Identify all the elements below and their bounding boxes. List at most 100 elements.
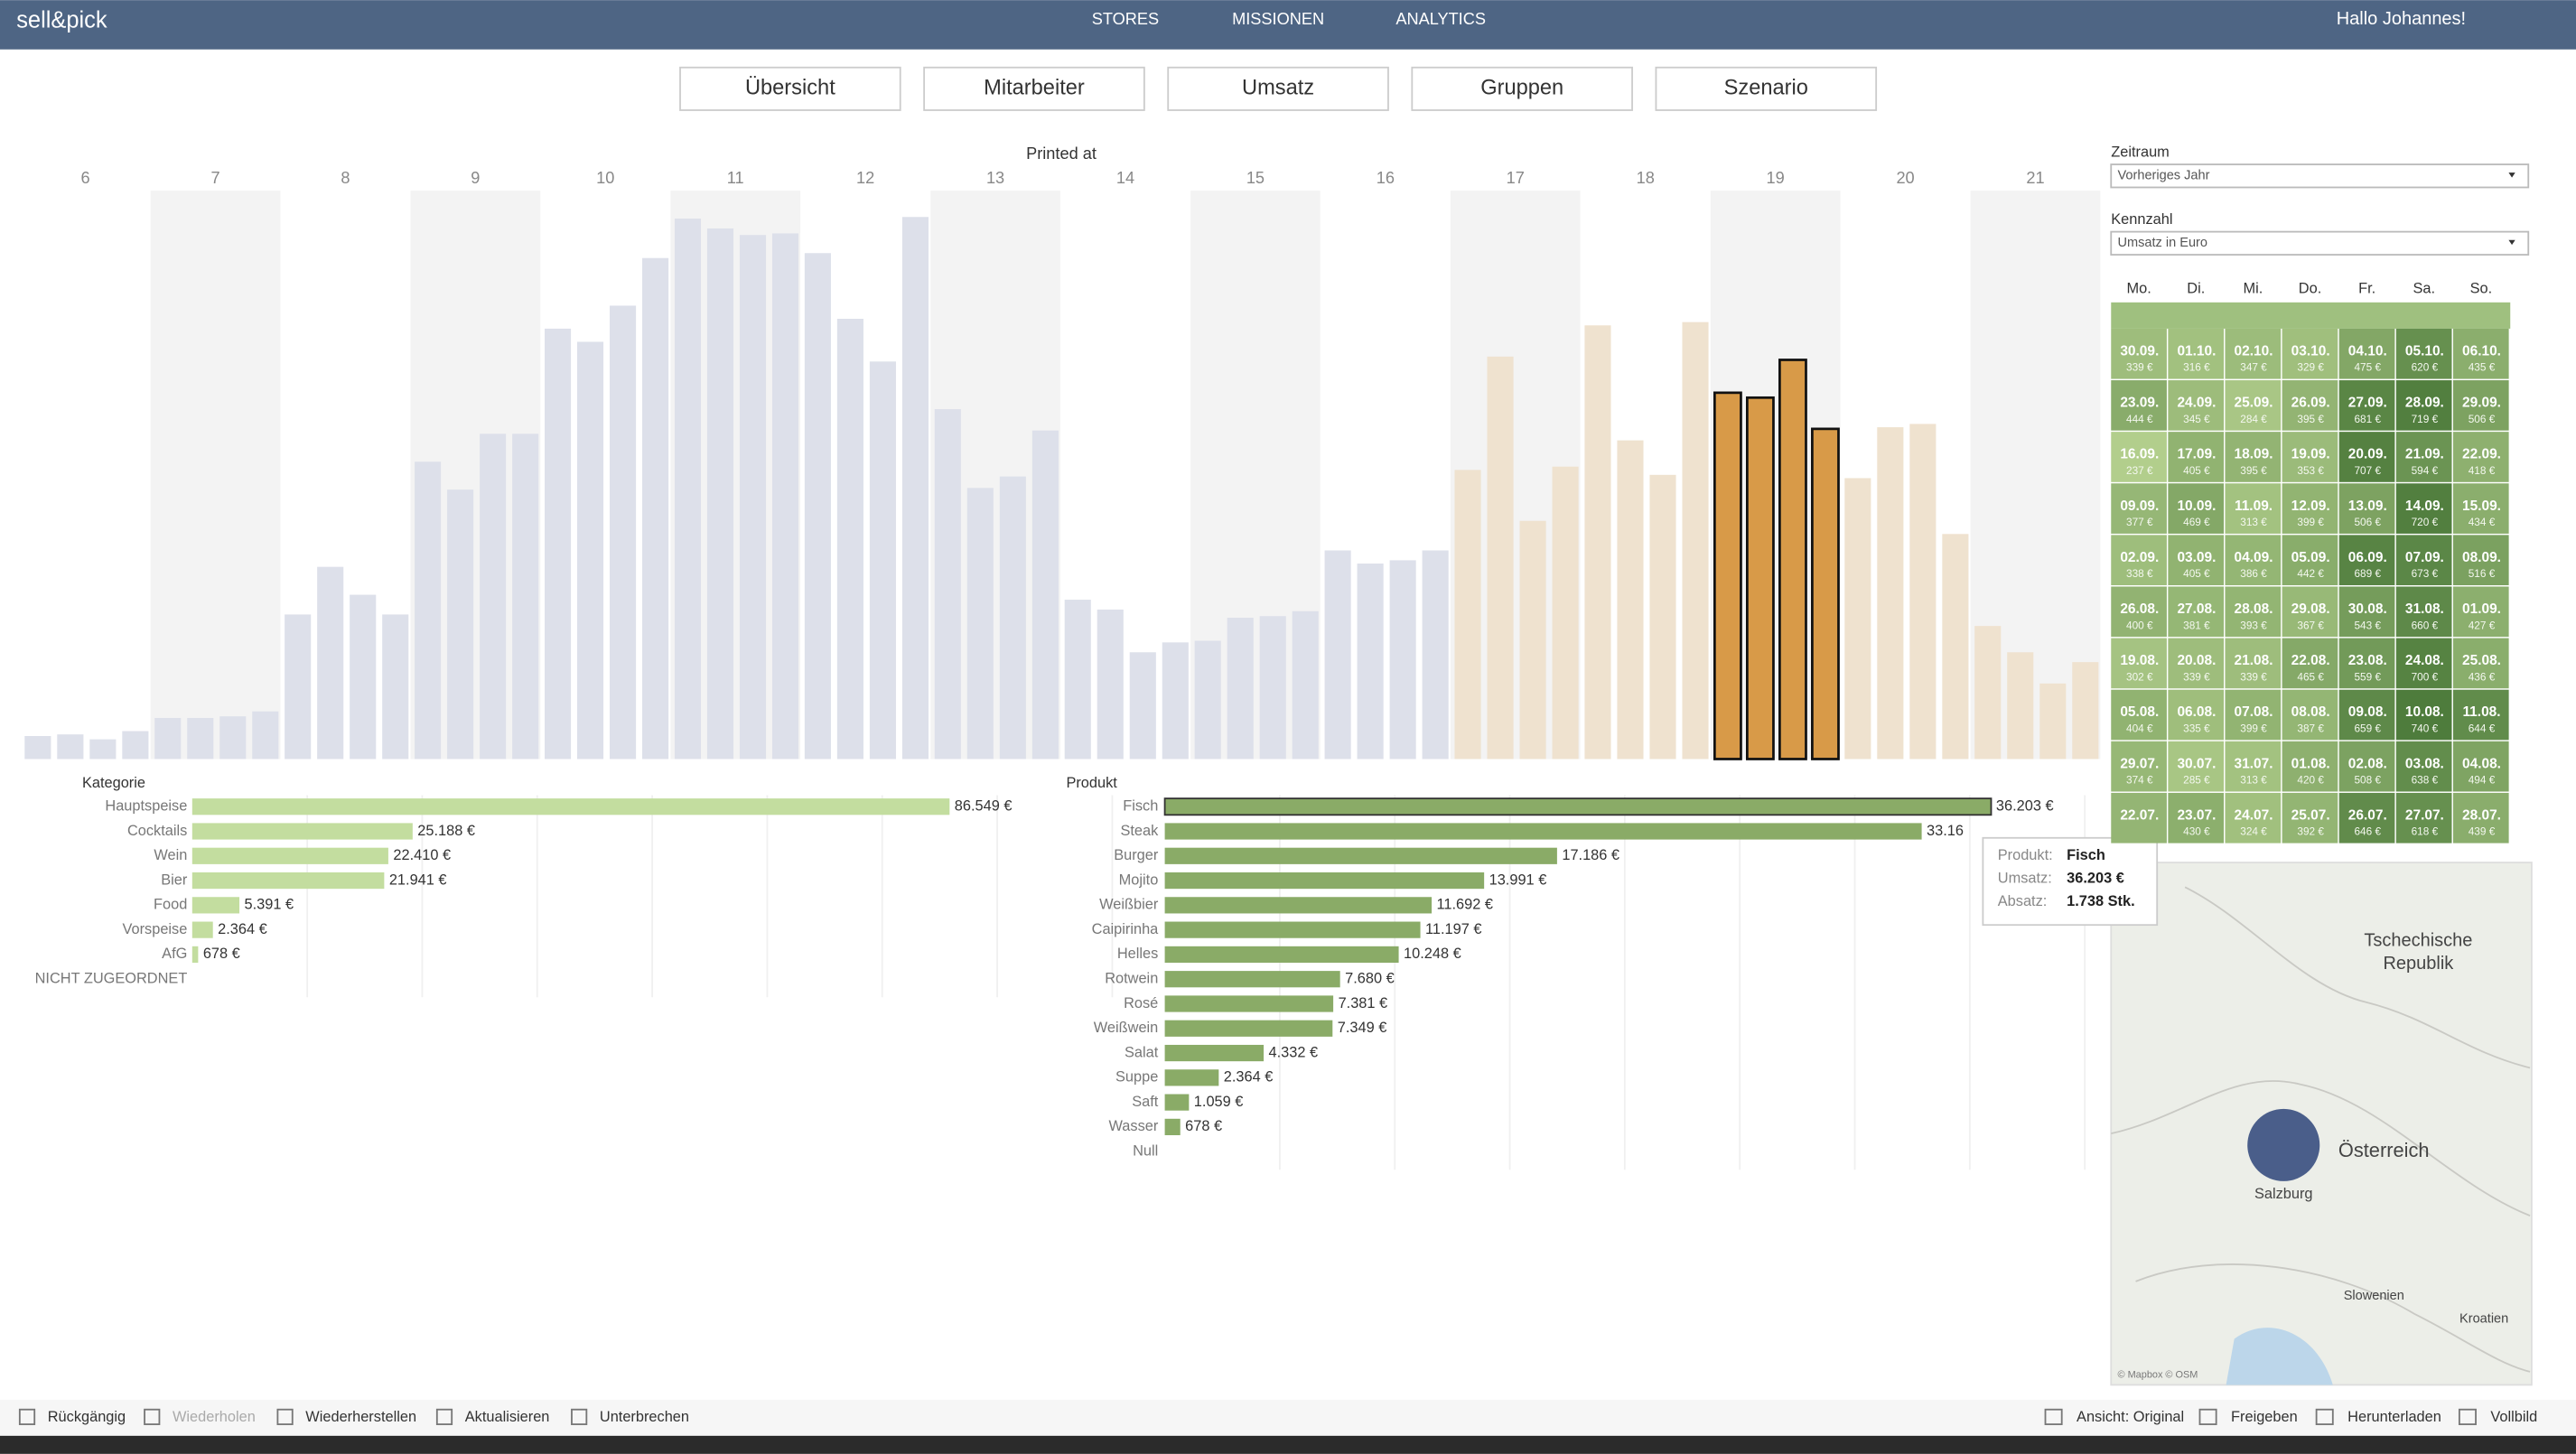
- calendar-cell[interactable]: [2452, 535, 2509, 586]
- calendar-cell[interactable]: [2225, 689, 2282, 741]
- calendar-cell[interactable]: [2338, 380, 2395, 431]
- calendar-cell[interactable]: [2395, 792, 2452, 844]
- calendar-cell[interactable]: [2282, 328, 2338, 379]
- calendar-cell[interactable]: [2338, 792, 2395, 844]
- hour-bar[interactable]: [2072, 662, 2099, 760]
- hour-bar[interactable]: [1064, 600, 1091, 760]
- calendar-cell[interactable]: [2225, 328, 2282, 379]
- bar[interactable]: [1164, 995, 1334, 1012]
- hour-bar[interactable]: [1778, 359, 1807, 760]
- calendar-cell[interactable]: [2225, 483, 2282, 534]
- hour-bar[interactable]: [480, 433, 507, 760]
- calendar-cell[interactable]: [2168, 741, 2225, 792]
- hour-bar[interactable]: [1649, 474, 1676, 760]
- calendar-cell[interactable]: [2168, 380, 2225, 431]
- map-bubble[interactable]: [2247, 1108, 2320, 1181]
- hour-bar[interactable]: [1877, 427, 1904, 760]
- hour-bar[interactable]: [934, 409, 961, 760]
- calendar-cell[interactable]: [2168, 689, 2225, 741]
- calendar-cell[interactable]: [2225, 792, 2282, 844]
- bar[interactable]: [1164, 1118, 1181, 1135]
- bar[interactable]: [1164, 971, 1340, 988]
- calendar-cell[interactable]: [2282, 380, 2338, 431]
- bar[interactable]: [1164, 1094, 1190, 1111]
- tab[interactable]: [1655, 66, 1878, 111]
- calendar-cell[interactable]: [2282, 741, 2338, 792]
- hour-bar[interactable]: [1844, 478, 1871, 760]
- calendar-cell[interactable]: [2452, 380, 2509, 431]
- calendar-cell[interactable]: [2225, 535, 2282, 586]
- calendar-cell[interactable]: [2111, 638, 2167, 689]
- calendar-cell[interactable]: [2452, 328, 2509, 379]
- toolbar-icon[interactable]: [276, 1408, 294, 1426]
- calendar-cell[interactable]: [2395, 689, 2452, 741]
- hour-bar[interactable]: [706, 228, 734, 760]
- calendar-cell[interactable]: [2282, 638, 2338, 689]
- bar[interactable]: [191, 871, 385, 890]
- calendar-cell[interactable]: [2452, 432, 2509, 482]
- hour-bar[interactable]: [89, 739, 117, 760]
- calendar-cell[interactable]: [2395, 638, 2452, 689]
- toolbar-icon[interactable]: [571, 1408, 588, 1426]
- bar[interactable]: [191, 798, 950, 816]
- tab[interactable]: [1411, 66, 1633, 111]
- hour-bar[interactable]: [1162, 642, 1189, 760]
- hour-bar[interactable]: [512, 433, 539, 760]
- calendar-cell[interactable]: [2395, 380, 2452, 431]
- toolbar-icon[interactable]: [144, 1408, 161, 1426]
- calendar-cell[interactable]: [2282, 586, 2338, 638]
- calendar-cell[interactable]: [2452, 792, 2509, 844]
- hour-bar[interactable]: [544, 328, 572, 760]
- dropdown[interactable]: [2110, 163, 2530, 189]
- bar[interactable]: [191, 847, 388, 864]
- bar[interactable]: [1164, 871, 1485, 890]
- hour-bar[interactable]: [154, 717, 182, 760]
- map[interactable]: [2110, 862, 2533, 1386]
- calendar-cell[interactable]: [2282, 535, 2338, 586]
- tab[interactable]: [923, 66, 1145, 111]
- bar[interactable]: [1163, 797, 1993, 816]
- calendar-cell[interactable]: [2338, 432, 2395, 482]
- hour-bar[interactable]: [1454, 470, 1481, 760]
- hour-bar[interactable]: [804, 253, 831, 760]
- calendar-cell[interactable]: [2338, 535, 2395, 586]
- hour-bar[interactable]: [2039, 683, 2067, 760]
- hour-bar[interactable]: [674, 219, 702, 760]
- hour-bar[interactable]: [1909, 424, 1937, 760]
- calendar-cell[interactable]: [2168, 432, 2225, 482]
- hour-bar[interactable]: [252, 711, 279, 760]
- calendar-cell[interactable]: [2338, 328, 2395, 379]
- hour-bar[interactable]: [317, 566, 344, 760]
- bar[interactable]: [191, 946, 199, 964]
- toolbar-icon[interactable]: [2315, 1408, 2334, 1426]
- hour-bar[interactable]: [1227, 618, 1254, 760]
- calendar-cell[interactable]: [2111, 741, 2167, 792]
- calendar-cell[interactable]: [2168, 535, 2225, 586]
- hour-bar[interactable]: [1811, 427, 1840, 760]
- calendar-cell[interactable]: [2395, 328, 2452, 379]
- calendar-cell[interactable]: [2111, 432, 2167, 482]
- toolbar-icon[interactable]: [2044, 1408, 2063, 1426]
- hour-bar[interactable]: [577, 341, 604, 760]
- hour-bar[interactable]: [1389, 560, 1416, 760]
- calendar-cell[interactable]: [2168, 792, 2225, 844]
- bar[interactable]: [1164, 823, 1922, 840]
- hour-bar[interactable]: [285, 614, 312, 760]
- hour-bar[interactable]: [1713, 391, 1742, 760]
- calendar-cell[interactable]: [2111, 380, 2167, 431]
- calendar-cell[interactable]: [2395, 432, 2452, 482]
- hour-bar[interactable]: [1259, 616, 1286, 760]
- calendar-cell[interactable]: [2111, 586, 2167, 638]
- calendar-cell[interactable]: [2452, 689, 2509, 741]
- calendar-cell[interactable]: [2338, 586, 2395, 638]
- hour-bar[interactable]: [1974, 626, 2002, 760]
- calendar-cell[interactable]: [2168, 638, 2225, 689]
- calendar-cell[interactable]: [2282, 689, 2338, 741]
- bar[interactable]: [1164, 1069, 1219, 1086]
- calendar-cell[interactable]: [2282, 483, 2338, 534]
- hour-bar[interactable]: [1552, 466, 1579, 760]
- hour-bar[interactable]: [1422, 550, 1449, 760]
- hour-bar[interactable]: [836, 319, 863, 760]
- hour-bar[interactable]: [1487, 356, 1514, 760]
- calendar-cell[interactable]: [2282, 432, 2338, 482]
